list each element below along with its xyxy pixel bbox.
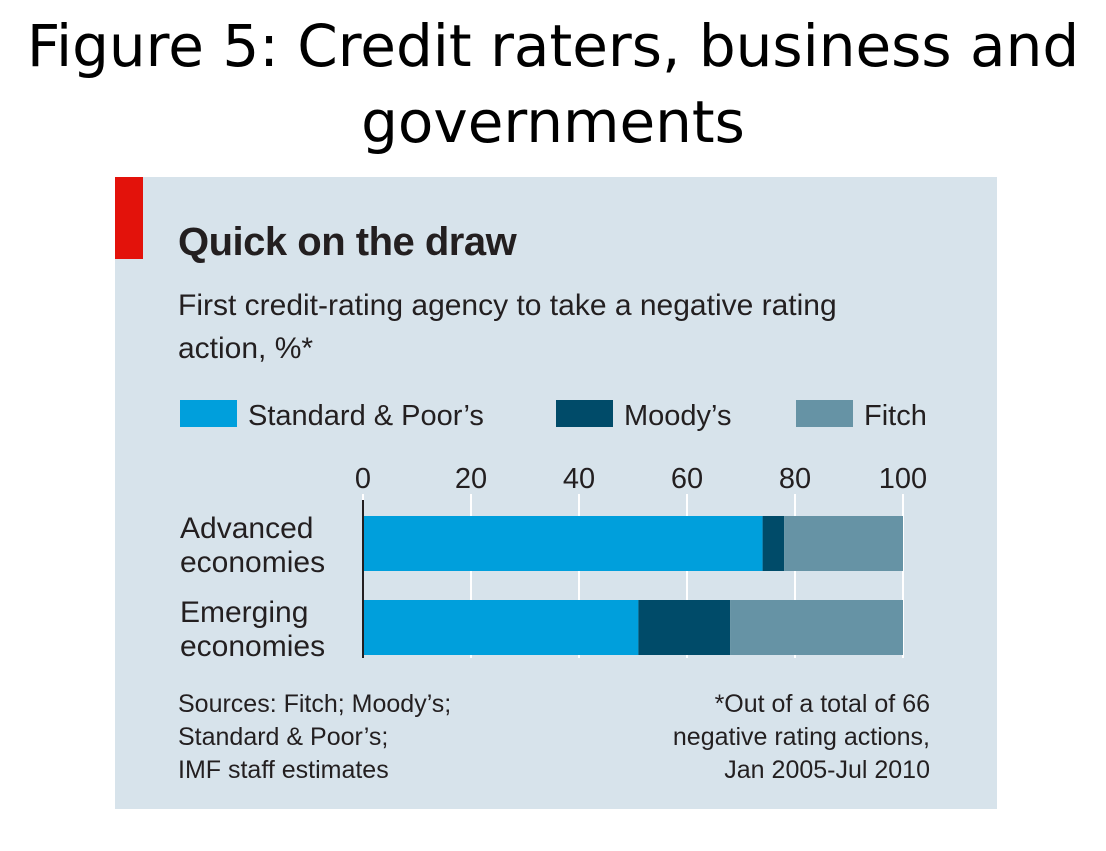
x-tick-label-1: 20 xyxy=(455,463,487,495)
chart-subtitle: First credit-rating agency to take a neg… xyxy=(178,289,837,365)
legend-label-1: Moody’s xyxy=(624,400,731,432)
legend-label-0: Standard & Poor’s xyxy=(248,400,484,432)
sources-note: Sources: Fitch; Moody’s; Standard & Poor… xyxy=(178,690,452,784)
legend-label-2: Fitch xyxy=(864,400,927,432)
legend-swatch-0 xyxy=(180,400,237,427)
bar-0-0 xyxy=(363,516,763,571)
red-tab-accent xyxy=(115,177,143,259)
chart-title: Quick on the draw xyxy=(178,220,517,264)
category-label-0: Advanced economies xyxy=(180,512,325,579)
footnote: *Out of a total of 66 negative rating ac… xyxy=(672,690,930,784)
x-tick-label-2: 40 xyxy=(563,463,595,495)
bar-1-0 xyxy=(363,600,639,655)
legend-swatch-2 xyxy=(796,400,853,427)
bar-1-1 xyxy=(638,600,731,655)
bar-0-1 xyxy=(762,516,785,571)
category-label-1: Emerging economies xyxy=(180,596,325,663)
legend-swatch-1 xyxy=(556,400,613,427)
x-tick-label-5: 100 xyxy=(879,463,927,495)
chart-panel xyxy=(115,177,997,809)
x-tick-label-4: 80 xyxy=(779,463,811,495)
x-tick-label-3: 60 xyxy=(671,463,703,495)
bar-0-2 xyxy=(784,516,903,571)
figure-caption: Figure 5: Credit raters, business and go… xyxy=(26,12,1080,156)
x-tick-label-0: 0 xyxy=(355,463,371,495)
bar-1-2 xyxy=(730,600,903,655)
